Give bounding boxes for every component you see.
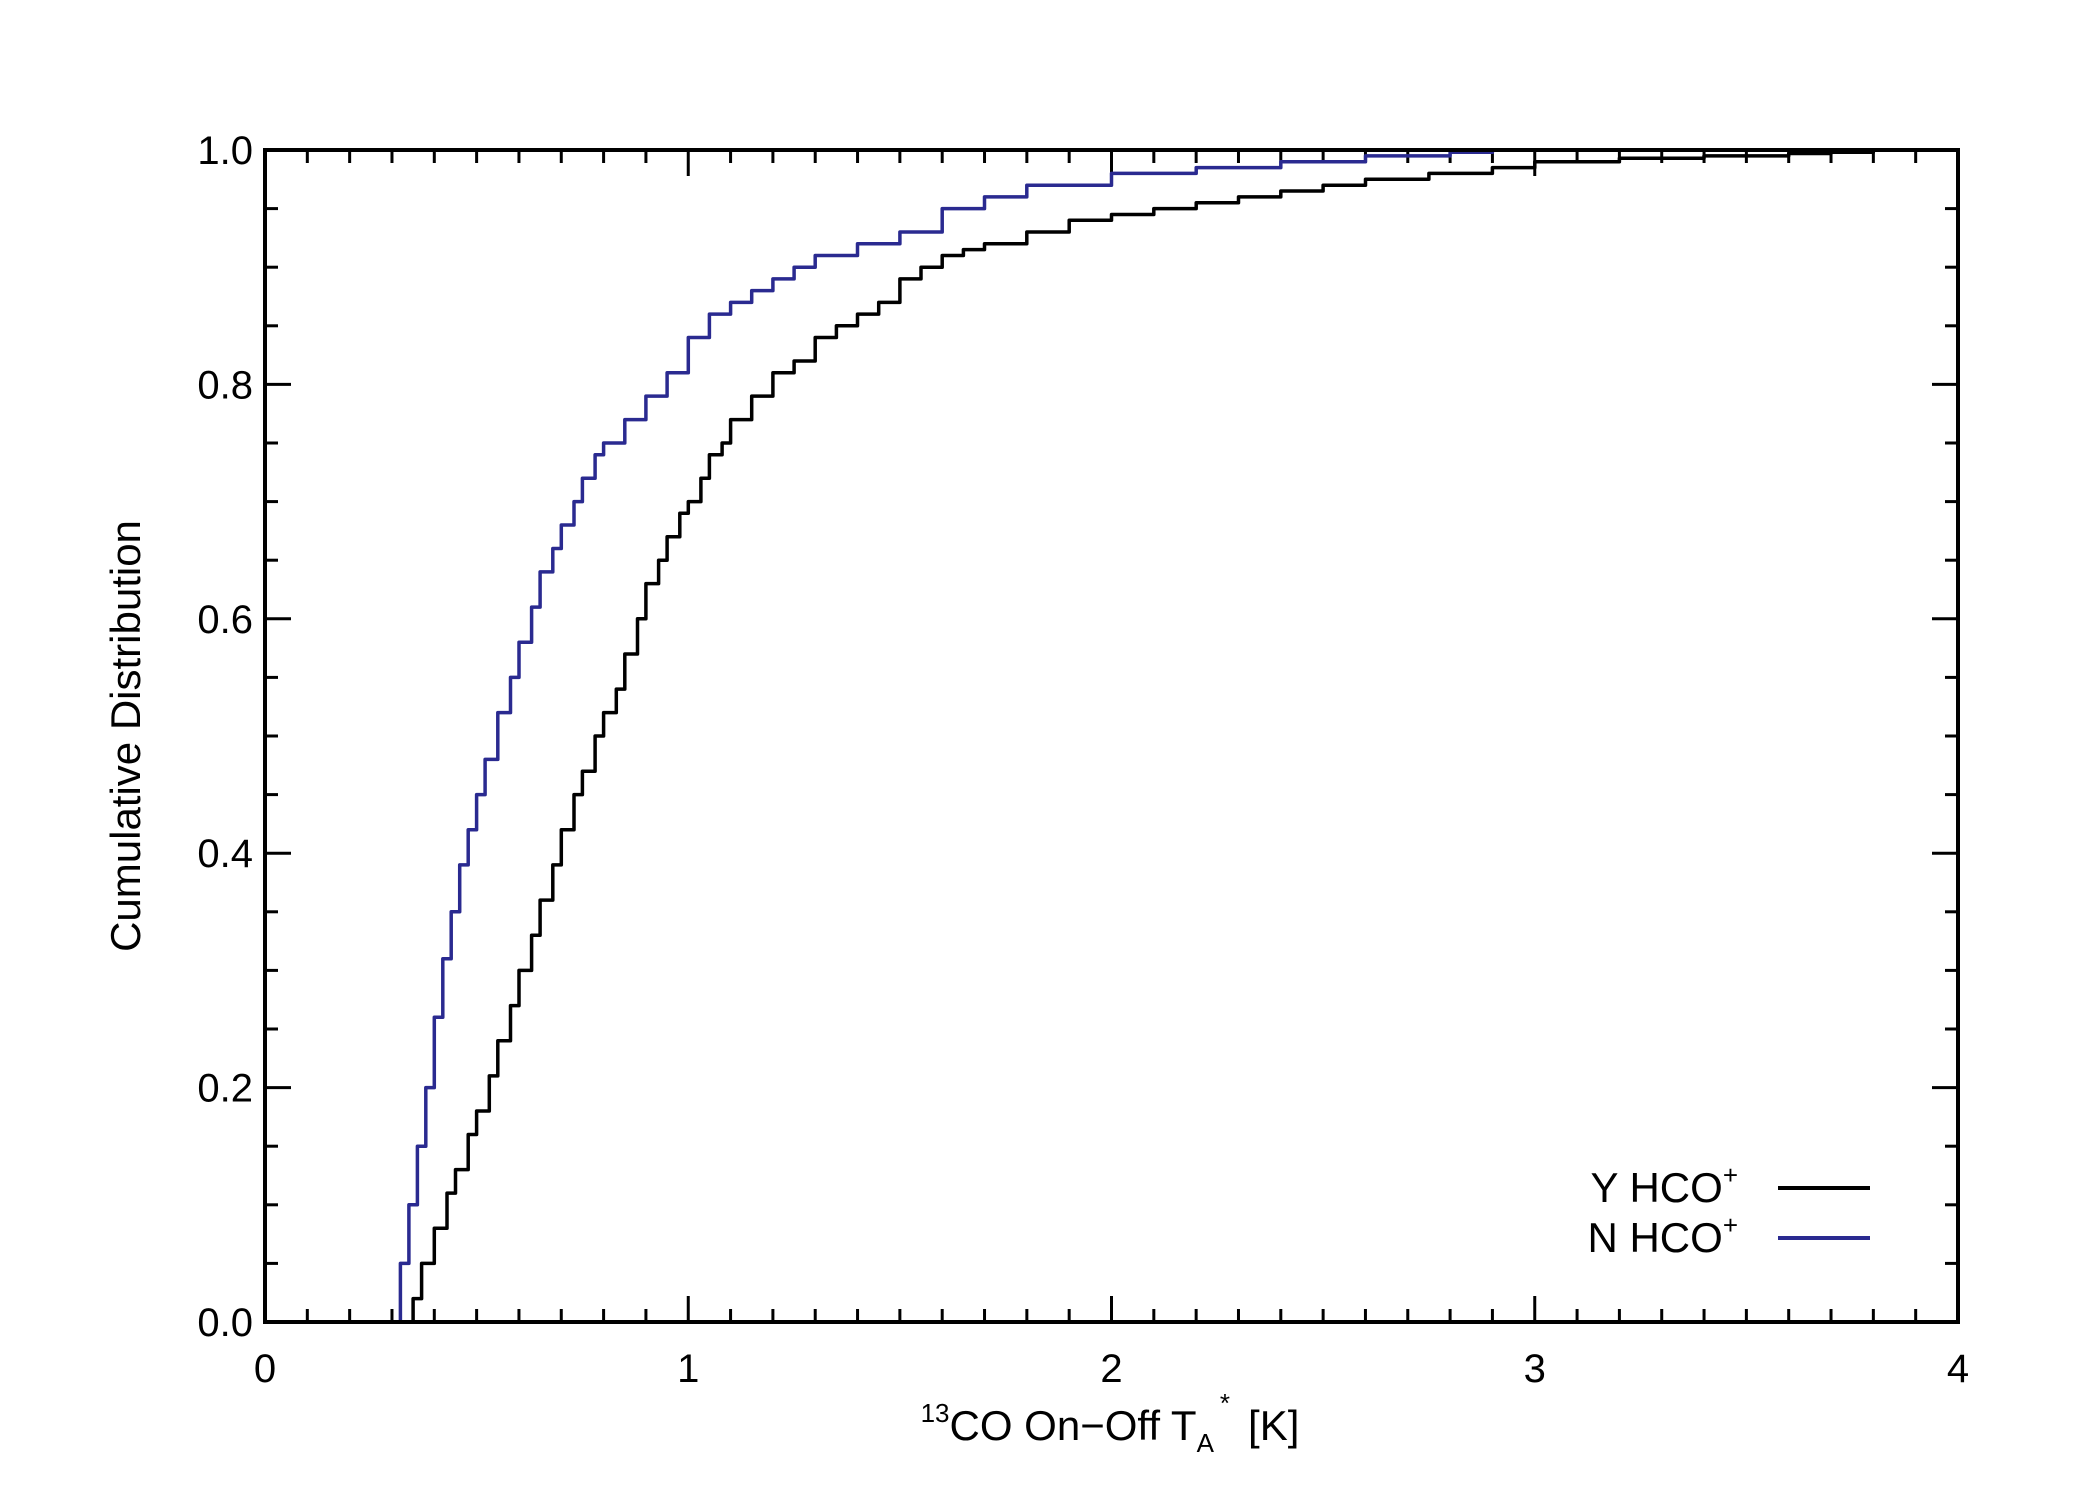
- legend-label: N HCO+: [1587, 1210, 1738, 1261]
- y-tick-label: 0.8: [197, 363, 253, 407]
- series-line-y-hco: [392, 150, 1876, 1324]
- x-axis-title-sup: 13: [921, 1398, 950, 1428]
- legend-label-sup: +: [1723, 1210, 1738, 1240]
- y-axis-title: Cumulative Distribution: [102, 520, 149, 952]
- legend-label: Y HCO+: [1591, 1160, 1738, 1211]
- tick-labels: 0 1 2 3 4 0.0 0.2 0.4 0.6 0.8 1.0: [197, 129, 1969, 1391]
- x-tick-label: 2: [1100, 1347, 1122, 1391]
- y-tick-label: 0.0: [197, 1301, 253, 1345]
- y-tick-label: 0.2: [197, 1067, 253, 1111]
- x-axis-title: 13CO On−Off TA* [K]: [921, 1388, 1300, 1458]
- series-line-n-hco: [392, 150, 1495, 1324]
- legend-label-sup: +: [1723, 1160, 1738, 1190]
- x-tick-label: 0: [254, 1347, 276, 1391]
- x-axis-title-sub: A: [1197, 1428, 1215, 1458]
- series-layer: [392, 150, 1876, 1324]
- legend-label-main: N HCO: [1587, 1214, 1722, 1261]
- x-axis-title-star: *: [1220, 1388, 1230, 1418]
- x-tick-label: 1: [677, 1347, 699, 1391]
- y-tick-label: 0.4: [197, 832, 253, 876]
- x-axis-title-unit: [K]: [1248, 1402, 1299, 1449]
- x-axis-title-main: CO On−Off T: [950, 1402, 1197, 1449]
- y-tick-label: 1.0: [197, 129, 253, 173]
- legend: Y HCO+N HCO+: [1587, 1160, 1870, 1261]
- plot-frame: [263, 148, 1960, 1324]
- axis-ticks: [263, 148, 1960, 1324]
- legend-label-main: Y HCO: [1591, 1164, 1723, 1211]
- x-tick-label: 4: [1947, 1347, 1969, 1391]
- y-tick-label: 0.6: [197, 598, 253, 642]
- x-tick-label: 3: [1524, 1347, 1546, 1391]
